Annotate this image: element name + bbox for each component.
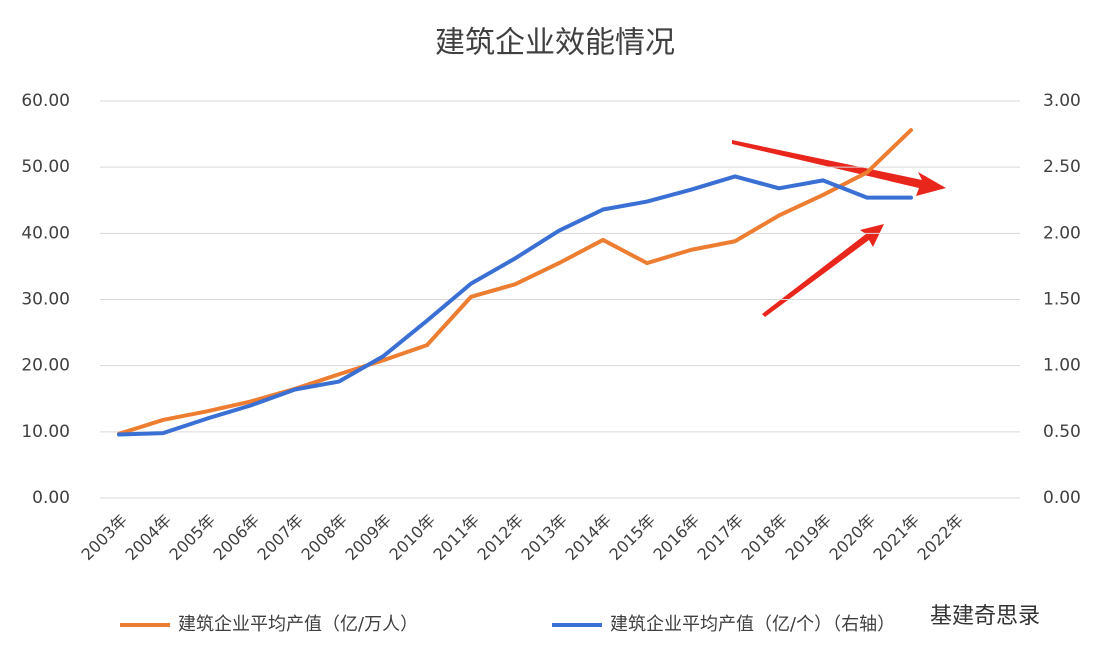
y2-tick-label: 2.50: [1043, 157, 1081, 177]
legend-label: 建筑企业平均产值（亿/万人）: [178, 614, 418, 635]
y-tick-label: 30.00: [21, 290, 70, 310]
y2-tick-label: 3.00: [1043, 91, 1081, 111]
y-tick-label: 20.00: [21, 356, 70, 376]
y2-tick-label: 0.00: [1043, 488, 1081, 508]
watermark: 基建奇思录: [930, 604, 1040, 629]
chart-title: 建筑企业效能情况: [435, 26, 675, 61]
series-line: [117, 128, 913, 436]
annotation-arrows: [732, 140, 946, 317]
y2-tick-label: 2.00: [1043, 223, 1081, 243]
y-tick-label: 50.00: [21, 157, 70, 177]
y-tick-label: 60.00: [21, 91, 70, 111]
y2-tick-label: 0.50: [1043, 422, 1081, 442]
y-tick-label: 0.00: [32, 488, 70, 508]
y-tick-label: 10.00: [21, 422, 70, 442]
legend-label: 建筑企业平均产值（亿/个）（右轴）: [610, 614, 895, 635]
y-tick-label: 40.00: [21, 223, 70, 243]
y2-tick-label: 1.00: [1043, 356, 1081, 376]
series-line: [117, 174, 913, 437]
y2-tick-label: 1.50: [1043, 290, 1081, 310]
